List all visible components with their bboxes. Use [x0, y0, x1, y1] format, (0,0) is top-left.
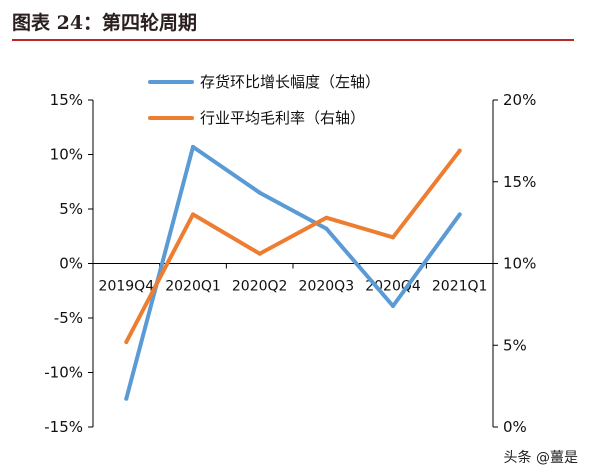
- left-axis-tick-label: -10%: [44, 364, 83, 382]
- left-axis-tick-label: 10%: [50, 146, 83, 164]
- right-axis-tick-label: 5%: [503, 336, 527, 354]
- data-point: [124, 396, 129, 401]
- title-divider: [12, 39, 574, 41]
- data-point: [191, 144, 195, 149]
- data-point: [257, 190, 262, 195]
- category-label: 2019Q4: [99, 279, 155, 295]
- right-axis-tick-label: 0%: [503, 418, 527, 436]
- left-axis-tick-label: 15%: [50, 91, 83, 109]
- category-label: 2020Q3: [299, 279, 355, 295]
- data-point: [391, 235, 395, 240]
- legend-label: 存货环比增长幅度（左轴）: [200, 73, 380, 91]
- right-axis-tick-label: 10%: [503, 255, 536, 273]
- left-axis-tick-label: -15%: [44, 418, 83, 436]
- data-point: [391, 304, 395, 309]
- data-point: [324, 215, 329, 220]
- data-point: [124, 339, 129, 344]
- chart-legend: 存货环比增长幅度（左轴） 行业平均毛利率（右轴）: [148, 73, 380, 127]
- right-axis-tick-label: 15%: [503, 173, 536, 191]
- legend-label: 行业平均毛利率（右轴）: [200, 109, 365, 127]
- series-line-inventory-growth: [124, 144, 462, 401]
- left-axis-tick-label: 5%: [59, 200, 83, 218]
- chart-axes: -15% -10% -5% 0% 5% 10% 15% 0% 5% 10% 15% 20% 2019Q4…: [44, 91, 536, 436]
- data-point: [324, 226, 329, 231]
- data-point: [257, 251, 262, 256]
- right-axis-tick-label: 20%: [503, 91, 536, 109]
- data-point: [191, 212, 195, 217]
- data-point: [457, 148, 462, 153]
- category-label: 2021Q1: [432, 279, 488, 295]
- category-label: 2020Q2: [232, 279, 288, 295]
- category-label: 2020Q1: [165, 279, 221, 295]
- series-line-gross-margin: [124, 148, 462, 344]
- left-axis-tick-label: -5%: [54, 309, 83, 327]
- page-title: 图表 24：第四轮周期: [12, 12, 198, 34]
- chart-series-layer: [124, 144, 462, 401]
- left-axis-tick-label: 0%: [59, 255, 83, 273]
- watermark: 头条 @薑是: [499, 446, 582, 468]
- data-point: [457, 212, 462, 217]
